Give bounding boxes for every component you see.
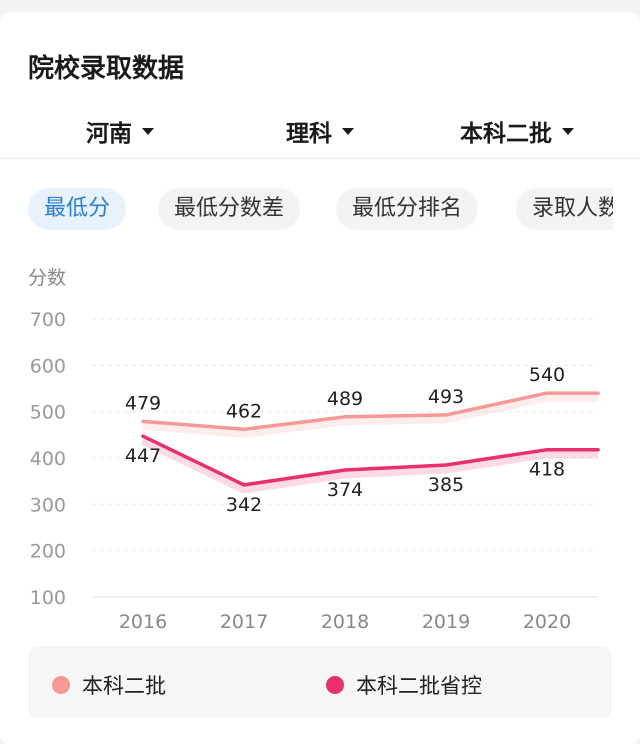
score-line-chart: 分数 100 200 300 400 500 600 700 2016 2017 2018 2019…	[28, 267, 600, 632]
legend-item-series-1: 本科二批	[52, 670, 166, 700]
y-tick-label: 700	[30, 309, 66, 331]
data-label-series-1: 493	[428, 386, 464, 408]
legend-label-series-2: 本科二批省控	[356, 674, 482, 698]
legend-marker-series-1	[52, 676, 70, 694]
series-line-shadow	[142, 392, 598, 438]
data-label-series-2: 418	[529, 459, 565, 481]
data-label-series-2: 342	[226, 494, 262, 516]
data-label-series-2: 385	[428, 474, 464, 496]
x-tick-label: 2017	[220, 611, 268, 632]
tab-admission-count[interactable]: 录取人数	[516, 188, 613, 230]
province-dropdown[interactable]: 河南	[86, 114, 154, 148]
data-label-series-2: 447	[125, 445, 161, 467]
batch-label: 本科二批	[460, 121, 552, 147]
x-tick-label: 2016	[119, 611, 167, 632]
subject-label: 理科	[286, 121, 332, 147]
series-line-2	[141, 434, 600, 487]
chart-legend: 本科二批 本科二批省控	[28, 646, 612, 718]
y-tick-label: 500	[30, 402, 66, 424]
y-axis-label: 分数	[28, 267, 66, 289]
page-title: 院校录取数据	[28, 54, 185, 84]
filter-bar: 河南 理科 本科二批	[0, 106, 640, 159]
caret-down-icon	[142, 127, 154, 135]
metric-tabs: 最低分 最低分数差 最低分排名 录取人数	[0, 188, 613, 232]
y-tick-label: 400	[30, 448, 66, 470]
caret-down-icon	[342, 127, 354, 135]
tab-min-score[interactable]: 最低分	[28, 188, 127, 230]
data-label-series-1: 489	[327, 388, 363, 410]
series-line-1	[141, 391, 600, 432]
caret-down-icon	[562, 127, 574, 135]
y-tick-label: 100	[30, 587, 66, 609]
legend-marker-series-2	[326, 676, 344, 694]
admission-data-card: 院校录取数据 河南 理科 本科二批 最低分 最低分数差 最低分排名 录取人数 分…	[0, 12, 640, 744]
x-tick-label: 2019	[422, 611, 470, 632]
tab-min-score-rank[interactable]: 最低分排名	[336, 188, 479, 230]
data-label-series-1: 479	[125, 392, 161, 414]
y-tick-label: 200	[30, 541, 66, 563]
legend-item-series-2: 本科二批省控	[326, 670, 482, 700]
province-label: 河南	[86, 121, 132, 147]
x-tick-label: 2020	[523, 611, 571, 632]
y-tick-label: 600	[30, 355, 66, 377]
series-line-shadow	[141, 436, 598, 494]
y-tick-label: 300	[30, 494, 66, 516]
tab-min-score-diff[interactable]: 最低分数差	[158, 188, 301, 230]
data-label-series-1: 462	[226, 400, 262, 422]
legend-label-series-1: 本科二批	[82, 674, 166, 698]
batch-dropdown[interactable]: 本科二批	[460, 114, 574, 148]
data-label-series-1: 540	[529, 364, 565, 386]
data-label-series-2: 374	[327, 479, 363, 501]
subject-dropdown[interactable]: 理科	[286, 114, 354, 148]
x-tick-label: 2018	[321, 611, 369, 632]
